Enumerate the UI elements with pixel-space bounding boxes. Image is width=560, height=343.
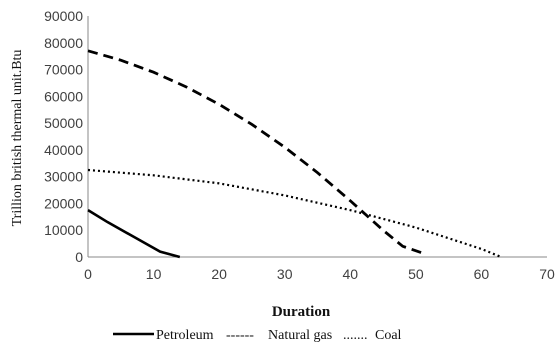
y-tick-label: 10000 bbox=[44, 222, 83, 238]
y-tick-label: 30000 bbox=[44, 169, 83, 185]
y-tick-label: 40000 bbox=[44, 142, 83, 158]
x-tick-label: 30 bbox=[277, 266, 293, 282]
y-tick-label: 70000 bbox=[44, 62, 83, 78]
series-line-natural-gas bbox=[87, 49, 423, 255]
x-tick-label: 60 bbox=[474, 266, 490, 282]
x-tick-labels: 0 10 20 30 40 50 60 70 bbox=[84, 266, 555, 282]
y-tick-label: 80000 bbox=[44, 35, 83, 51]
legend-natural-gas-label: Natural gas bbox=[268, 328, 332, 343]
legend: Petroleum ------ Natural gas ....... Coa… bbox=[113, 328, 402, 343]
legend-petroleum-label: Petroleum bbox=[156, 328, 214, 343]
x-tick-label: 20 bbox=[211, 266, 227, 282]
x-tick-label: 70 bbox=[539, 266, 555, 282]
y-tick-label: 0 bbox=[75, 249, 83, 265]
x-tick-label: 50 bbox=[408, 266, 424, 282]
legend-coal-dots: ....... bbox=[343, 328, 368, 343]
x-axis-label: Duration bbox=[272, 304, 331, 320]
y-axis-label: Trillion british thermal unit.Btu bbox=[10, 50, 25, 227]
series-layer bbox=[87, 49, 502, 259]
y-tick-label: 50000 bbox=[44, 115, 83, 131]
y-tick-label: 20000 bbox=[44, 195, 83, 211]
y-tick-label: 60000 bbox=[44, 88, 83, 104]
legend-coal-label: Coal bbox=[375, 328, 402, 343]
y-tick-label: 90000 bbox=[44, 8, 83, 24]
x-tick-label: 0 bbox=[84, 266, 92, 282]
series-line-coal bbox=[87, 168, 502, 259]
legend-natural-gas-dashes: ------ bbox=[226, 328, 254, 343]
y-tick-labels: 0 10000 20000 30000 40000 50000 60000 70000 8000… bbox=[44, 8, 83, 265]
x-tick-label: 40 bbox=[342, 266, 358, 282]
series-line-petroleum bbox=[87, 209, 181, 259]
x-tick-label: 10 bbox=[146, 266, 162, 282]
